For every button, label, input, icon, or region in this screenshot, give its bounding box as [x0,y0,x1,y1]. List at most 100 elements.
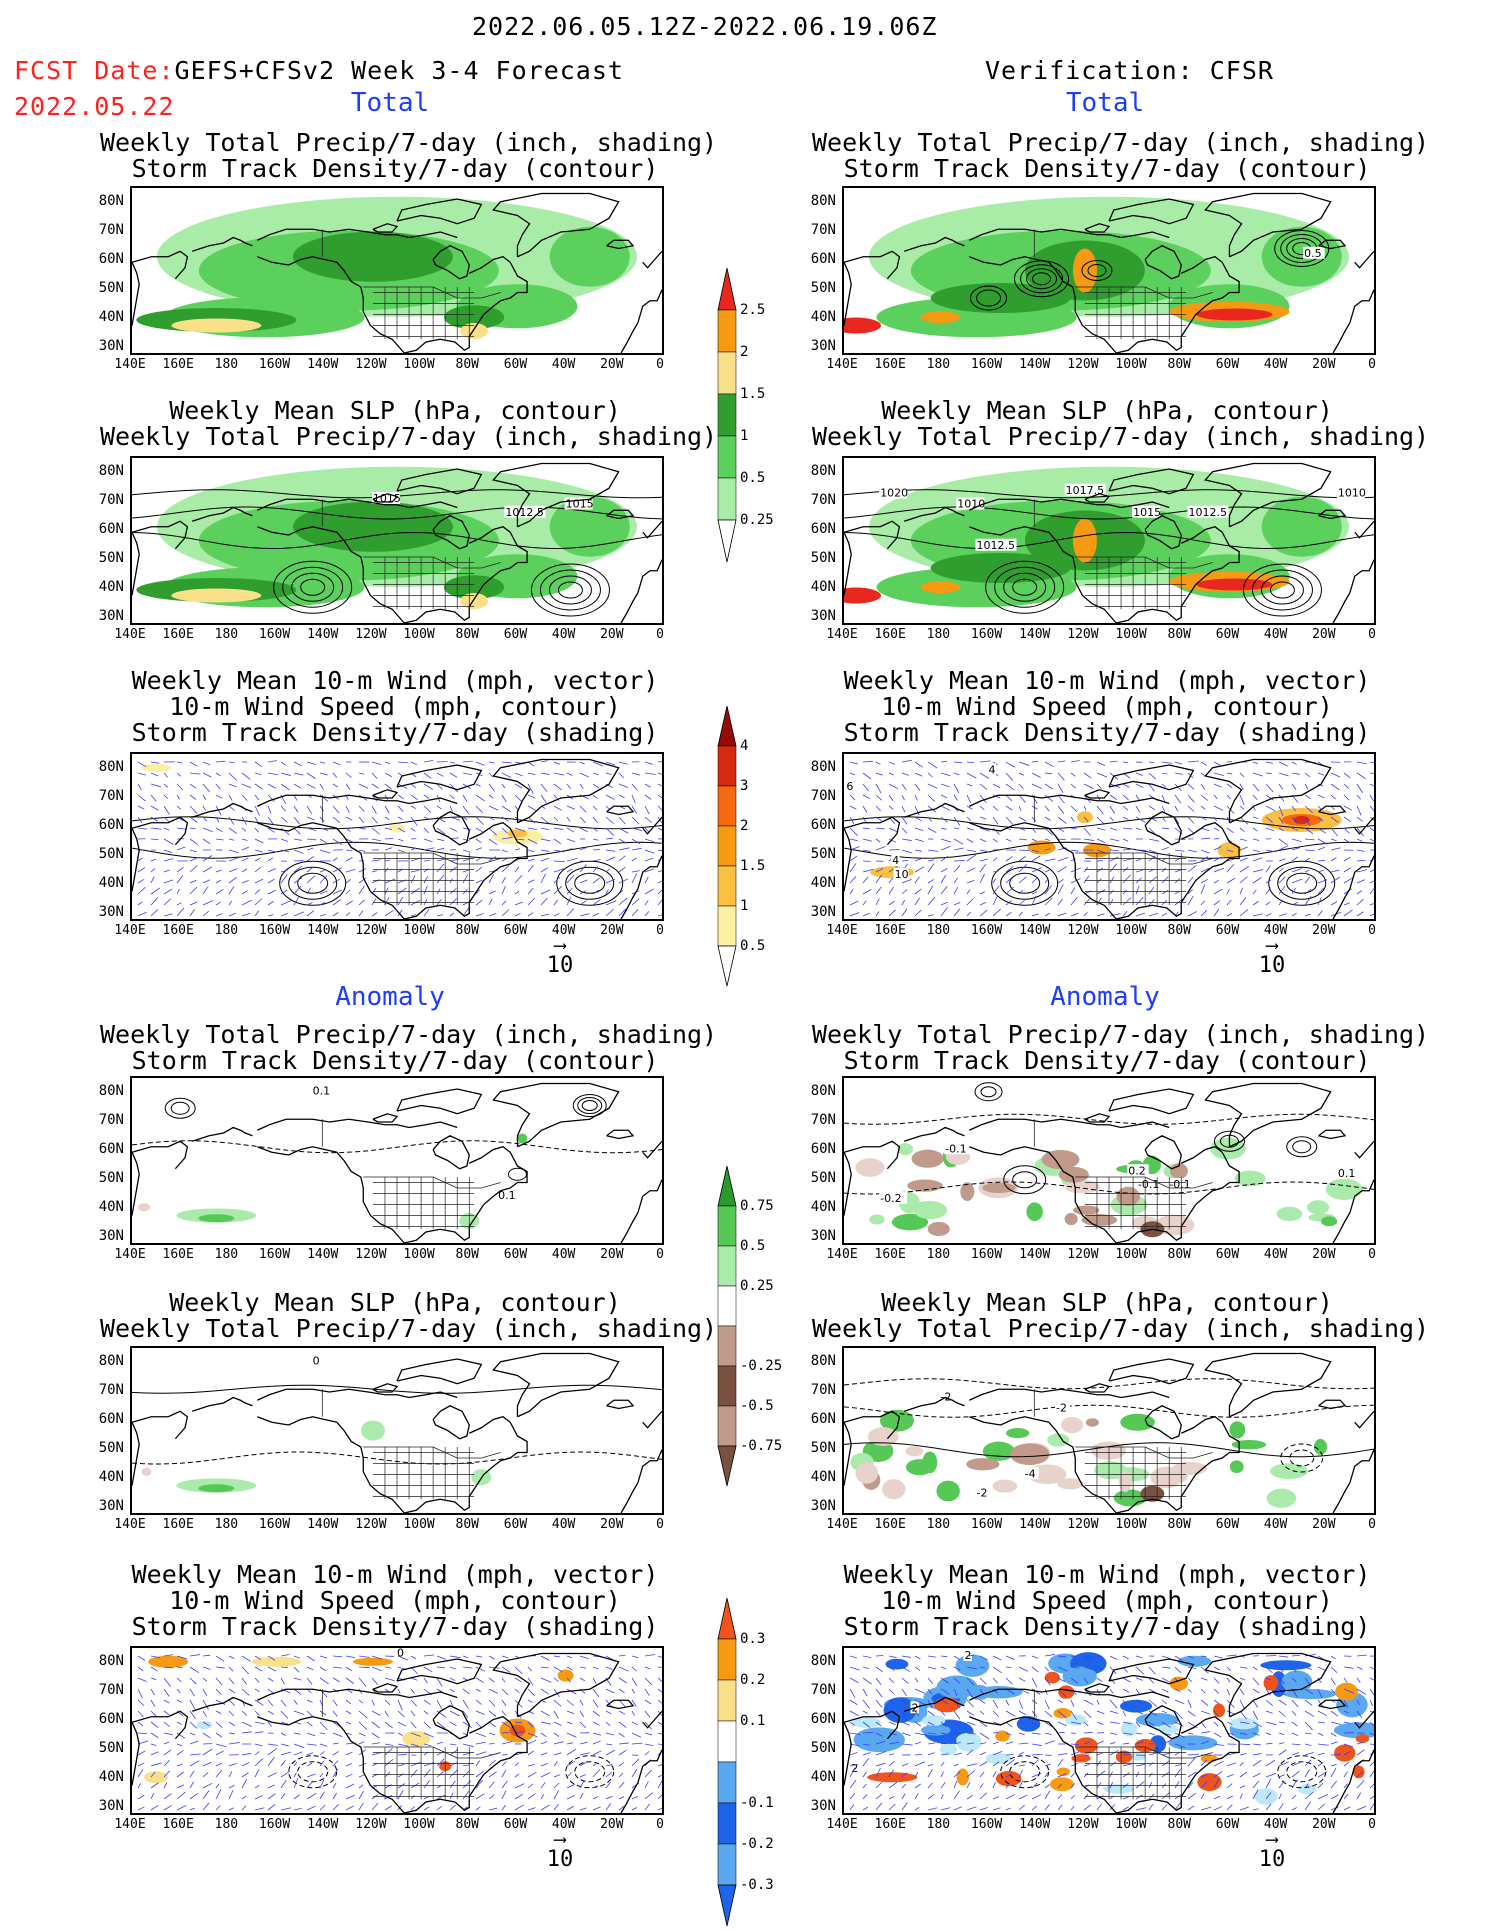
lon-tick-label: 160E [875,1247,906,1262]
panel-title-line: Weekly Mean 10-m Wind (mph, vector) [812,1562,1402,1588]
lon-tick-label: 80W [456,357,479,372]
panel-title-verification-2: Weekly Mean SLP (hPa, contour)Weekly Tot… [812,398,1402,450]
lon-tick-label: 180 [927,923,950,938]
lat-tick-label: 30N [90,1799,124,1813]
lon-tick-label: 140E [826,1247,857,1262]
lon-tick-label: 100W [403,1817,434,1832]
panel-title-forecast-5: Weekly Mean SLP (hPa, contour)Weekly Tot… [100,1290,690,1342]
storm-anom-shading [1229,1718,1257,1730]
lon-tick-label: 120W [355,1247,386,1262]
colorbar-segment [718,1762,736,1803]
map-panel-forecast-6: 0 [130,1646,664,1815]
lon-tick-label: 60W [504,1247,527,1262]
lon-tick-label: 100W [1115,627,1146,642]
colorbar-segment [718,1206,736,1246]
precip-shading [293,502,453,552]
colorbar-label: -0.1 [740,1795,774,1811]
colorbar-segment [718,1326,736,1366]
precip-anom-shading [993,1480,1018,1493]
colorbar-segment [718,906,736,946]
lat-tick-label: 50N [90,1171,124,1185]
lon-tick-label: 60W [1216,1517,1239,1532]
contour-label: -0.2 [880,1192,901,1205]
precip-anom-shading [1150,1467,1182,1489]
lon-tick-label: 60W [504,1517,527,1532]
lat-tick-label: 50N [90,1741,124,1755]
storm-anom-shading [1120,1700,1152,1713]
lon-tick-label: 140E [114,357,145,372]
panel-title-line: Weekly Mean 10-m Wind (mph, vector) [100,668,690,694]
map-plot: 0 [132,1648,662,1813]
lon-tick-label: 160W [259,1817,290,1832]
panel-title-line: 10-m Wind Speed (mph, contour) [812,1588,1402,1614]
contour-label: -2 [977,1487,988,1500]
panel-title-verification-1: Weekly Total Precip/7-day (inch, shading… [812,130,1402,182]
lon-tick-label: 160W [259,357,290,372]
lon-tick-label: 140E [114,1247,145,1262]
panel-title-line: Weekly Total Precip/7-day (inch, shading… [100,1316,690,1342]
lon-tick-label: 0 [656,1247,664,1262]
lat-tick-label: 40N [90,1200,124,1214]
contour-line [844,1405,1374,1417]
lat-tick-label: 40N [90,876,124,890]
precip-anom-shading [1230,1460,1244,1473]
colorbar-label: 0.1 [740,1713,765,1729]
lon-tick-label: 180 [215,923,238,938]
lon-tick-label: 0 [1368,1247,1376,1262]
lon-tick-label: 0 [1368,357,1376,372]
lon-tick-label: 160W [259,627,290,642]
lon-tick-label: 160W [971,357,1002,372]
lon-tick-label: 100W [1115,1517,1146,1532]
lon-tick-label: 140W [1019,1517,1050,1532]
storm-anom-shading [1075,1737,1098,1753]
precip-anom-shading [517,1134,527,1144]
lat-tick-label: 80N [90,1354,124,1368]
lon-tick-label: 80W [1168,923,1191,938]
panel-title-line: Storm Track Density/7-day (contour) [100,156,690,182]
map-plot: 0 [132,1348,662,1513]
panel-title-forecast-3: Weekly Mean 10-m Wind (mph, vector)10-m … [100,668,690,746]
storm-anom-contour [578,1098,602,1114]
verification-label: Verification: CFSR [985,56,1274,85]
colorbar-bottom-triangle [718,1446,736,1486]
storm-shading [1077,811,1093,823]
lon-tick-label: 40W [1264,627,1287,642]
lon-tick-label: 180 [215,1817,238,1832]
wind-speed-contour [557,861,623,905]
precip-anom-shading [966,1458,999,1470]
lon-tick-label: 140W [1019,1817,1050,1832]
lon-tick-label: 180 [927,1517,950,1532]
contour-label: 1010 [1338,487,1366,500]
panel-title-line: 10-m Wind Speed (mph, contour) [100,694,690,720]
storm-anom-contour [981,1087,996,1097]
lon-tick-label: 140E [114,1517,145,1532]
lon-tick-label: 20W [600,1247,623,1262]
lat-tick-label: 60N [802,1412,836,1426]
lat-tick-label: 50N [90,847,124,861]
lat-tick-label: 60N [802,522,836,536]
precip-anom-shading [869,1214,884,1224]
precip-shading [550,227,630,287]
precip-anom-shading [361,1421,385,1441]
colorbar-segment [718,1803,736,1844]
precip-anom-shading [1232,1440,1266,1449]
colorbar-top-triangle [718,1166,736,1206]
lon-tick-label: 160W [259,1517,290,1532]
lat-tick-label: 70N [802,223,836,237]
arrow-right-icon: ⟶ [530,1833,590,1847]
lon-tick-label: 160E [163,357,194,372]
storm-anom-contour [1013,1172,1037,1188]
lon-tick-label: 120W [1067,1517,1098,1532]
lon-tick-label: 40W [552,1517,575,1532]
lat-tick-label: 30N [802,609,836,623]
lon-tick-label: 20W [600,923,623,938]
storm-anom-shading [196,1721,212,1729]
lon-tick-label: 160W [259,923,290,938]
lat-tick-label: 60N [802,818,836,832]
colorbar-segment [718,746,736,786]
lon-tick-label: 160W [971,923,1002,938]
lat-tick-label: 40N [90,1770,124,1784]
contour-label: -2 [1056,1401,1067,1414]
